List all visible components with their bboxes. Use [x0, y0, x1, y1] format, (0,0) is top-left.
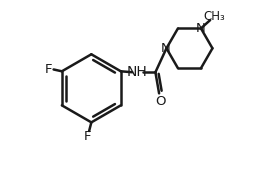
Text: N: N: [196, 22, 206, 35]
Text: CH₃: CH₃: [203, 10, 225, 23]
Text: N: N: [161, 42, 171, 55]
Text: F: F: [45, 63, 53, 76]
Text: O: O: [156, 95, 166, 108]
Text: NH: NH: [127, 65, 148, 79]
Text: F: F: [84, 130, 91, 143]
